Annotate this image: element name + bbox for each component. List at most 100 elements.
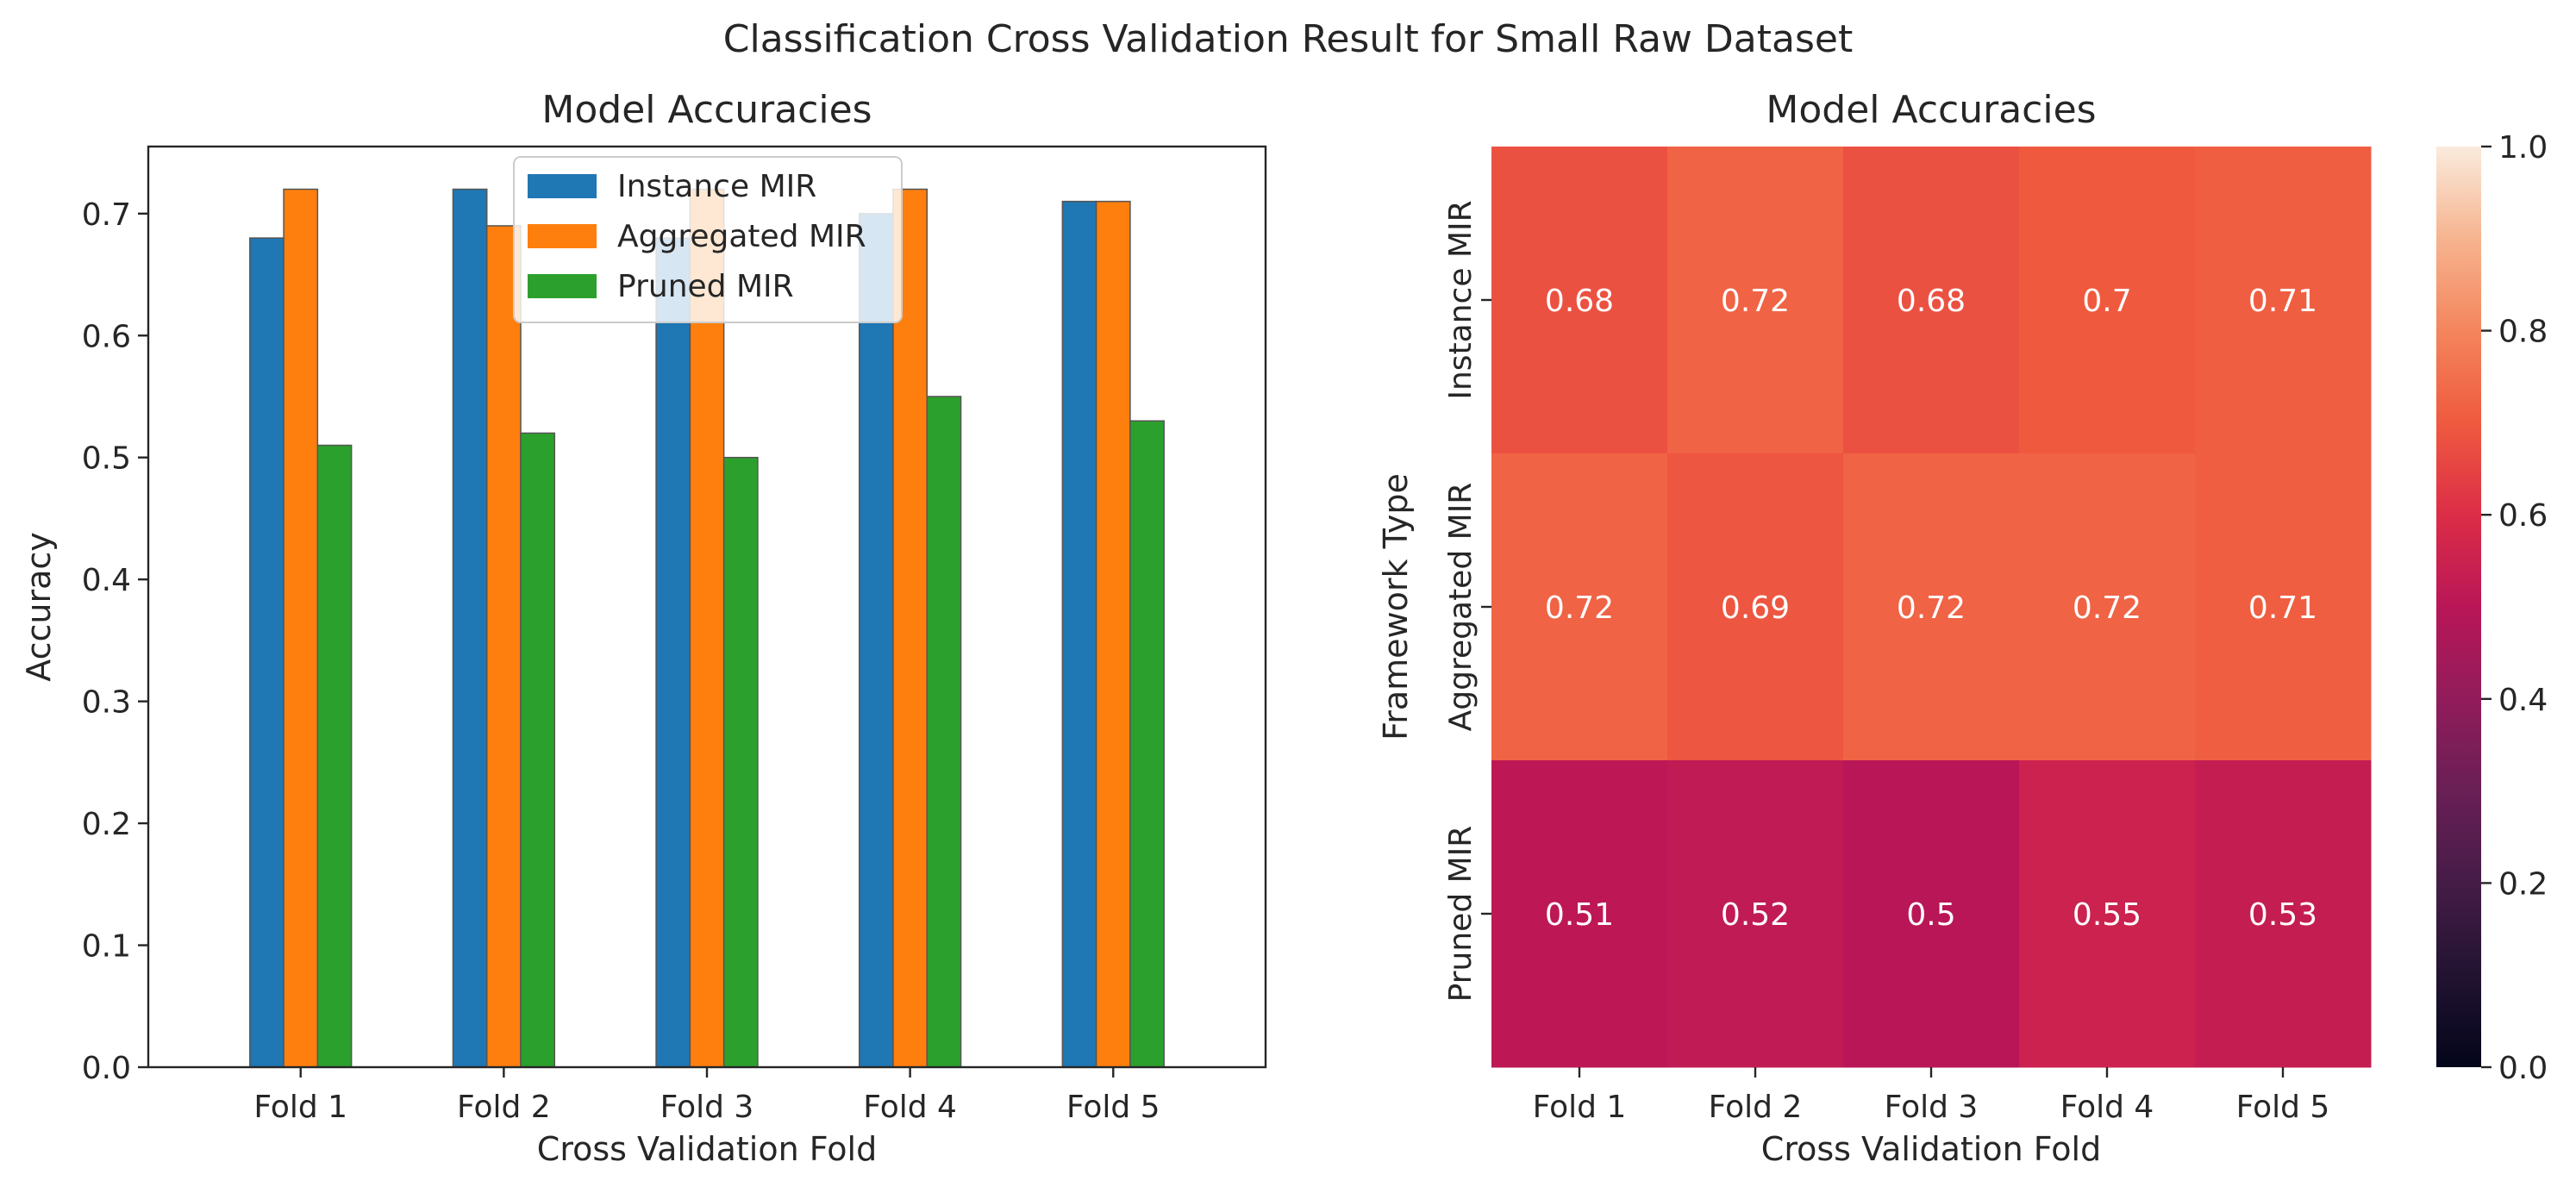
- bar-y-tick-label: 0.1: [82, 929, 131, 965]
- heatmap-cell: [1667, 147, 1844, 454]
- legend-swatch-pruned: [528, 274, 597, 298]
- bar-x-axis-label: Cross Validation Fold: [537, 1130, 877, 1168]
- heatmap-y-tick-label: Instance MIR: [1443, 200, 1479, 399]
- heatmap-cell-label: 0.51: [1545, 897, 1614, 933]
- bar-y-tick-label: 0.5: [82, 441, 131, 477]
- bar-y-axis-ticks: 0.0 0.1 0.2 0.3 0.4 0.5 0.6 0.7: [82, 197, 148, 1086]
- heatmap-y-axis-label: Framework Type: [1377, 473, 1415, 740]
- heatmap-chart: Model Accuracies 0.68 0.72 0.68 0.7 0.71 0.72…: [1377, 88, 2372, 1168]
- bar-chart-frame: [147, 145, 1267, 1069]
- legend-swatch-aggregated: [528, 224, 597, 248]
- bar-y-tick-label: 0.7: [82, 197, 131, 233]
- colorbar-tick-label: 0.8: [2498, 315, 2548, 350]
- colorbar: 0.0 0.2 0.4 0.6 0.8 1.0: [2436, 130, 2548, 1086]
- bar-legend: Instance MIR Aggregated MIR Pruned MIR: [513, 156, 903, 323]
- bar-aggregated-2: [485, 225, 522, 1068]
- heatmap-cell-label: 0.71: [2248, 284, 2317, 319]
- colorbar-tick-label: 0.4: [2498, 683, 2548, 718]
- bar-aggregated-5: [1095, 200, 1131, 1068]
- bar-instance-3: [655, 237, 691, 1068]
- heatmap-cell-label: 0.71: [2248, 590, 2317, 626]
- heatmap-cell: [1843, 760, 2020, 1068]
- heatmap-y-tick-label: Pruned MIR: [1443, 826, 1479, 1003]
- bar-marks: [249, 188, 1165, 1068]
- legend-label-pruned: Pruned MIR: [617, 269, 794, 304]
- heatmap-cell-label: 0.72: [2073, 590, 2141, 626]
- heatmap-cell-label: 0.5: [1906, 897, 1955, 933]
- heatmap-x-tick-label: Fold 4: [2060, 1090, 2154, 1125]
- heatmap-cell-label: 0.68: [1897, 284, 1966, 319]
- heatmap-cell-label: 0.72: [1897, 590, 1966, 626]
- bar-instance-4: [858, 213, 894, 1068]
- heatmap-cell: [2019, 453, 2196, 761]
- heatmap-x-tick-label: Fold 1: [1533, 1090, 1627, 1125]
- heatmap-x-axis-label: Cross Validation Fold: [1761, 1130, 2101, 1168]
- bar-y-tick-label: 0.3: [82, 685, 131, 721]
- heatmap-x-tick-label: Fold 2: [1709, 1090, 1803, 1125]
- heatmap-cells: 0.68 0.72 0.68 0.7 0.71 0.72 0.69 0.72 0.72 0.71 0…: [1491, 147, 2372, 1068]
- heatmap-cell: [1843, 147, 2020, 454]
- bar-instance-2: [452, 188, 488, 1068]
- bar-aggregated-1: [283, 188, 319, 1068]
- heatmap-cell-label: 0.55: [2073, 897, 2141, 933]
- bar-instance-1: [249, 237, 284, 1068]
- bar-chart: Model Accuracies 0.00.10.20.30.40.50.60.…: [20, 88, 1267, 1168]
- heatmap-cell: [1491, 147, 1668, 454]
- heatmap-y-tick-label: Aggregated MIR: [1443, 483, 1479, 732]
- heatmap-cell: [2195, 147, 2372, 454]
- bar-y-tick-label: 0.4: [82, 563, 131, 598]
- heatmap-x-tick-label: Fold 5: [2236, 1090, 2330, 1125]
- heatmap-cell: [1491, 453, 1668, 761]
- bar-y-tick-label: 0.6: [82, 319, 131, 354]
- colorbar-tick-label: 0.0: [2498, 1051, 2548, 1086]
- legend-label-instance: Instance MIR: [617, 169, 816, 204]
- colorbar-tick-label: 1.0: [2498, 130, 2548, 166]
- legend-box: [513, 156, 903, 323]
- legend-label-aggregated: Aggregated MIR: [617, 219, 866, 254]
- bar-x-tick-label: Fold 1: [253, 1090, 347, 1125]
- heatmap-cell: [1843, 453, 2020, 761]
- bar-chart-title: Model Accuracies: [541, 88, 872, 132]
- colorbar-ticks: 0.0 0.2 0.4 0.6 0.8 1.0: [2481, 130, 2548, 1086]
- heatmap-cell: [2019, 147, 2196, 454]
- heatmap-cell-label: 0.7: [2082, 284, 2131, 319]
- bar-y-tick-label: 0.2: [82, 807, 131, 842]
- bar-pruned-1: [316, 444, 353, 1068]
- bar-x-tick-label: Fold 3: [660, 1090, 754, 1125]
- bar-x-tick-label: Fold 4: [863, 1090, 957, 1125]
- colorbar-tick-label: 0.2: [2498, 866, 2548, 902]
- bar-instance-5: [1061, 200, 1097, 1068]
- bar-x-tick-label: Fold 2: [457, 1090, 551, 1125]
- heatmap-cell-label: 0.53: [2248, 897, 2317, 933]
- bar-y-axis-label: Accuracy: [20, 532, 58, 682]
- bar-pruned-3: [722, 456, 759, 1068]
- bar-x-tick-label: Fold 5: [1066, 1090, 1160, 1125]
- colorbar-gradient: [2436, 147, 2481, 1067]
- heatmap-cell: [1491, 760, 1668, 1068]
- heatmap-x-axis-ticks: Fold 1 Fold 2 Fold 3 Fold 4 Fold 5: [1533, 1067, 2330, 1125]
- bar-x-axis-ticks: Fold 1 Fold 2 Fold 3 Fold 4 Fold 5: [253, 1067, 1160, 1125]
- heatmap-cell: [2195, 760, 2372, 1068]
- heatmap-title: Model Accuracies: [1766, 88, 2096, 132]
- legend-swatch-instance: [528, 174, 597, 198]
- figure-suptitle: Classification Cross Validation Result f…: [723, 17, 1853, 61]
- bar-aggregated-3: [689, 188, 725, 1068]
- heatmap-x-tick-label: Fold 3: [1885, 1090, 1979, 1125]
- colorbar-tick-label: 0.6: [2498, 498, 2548, 534]
- heatmap-cell-label: 0.52: [1721, 897, 1790, 933]
- heatmap-cell-label: 0.72: [1721, 284, 1790, 319]
- heatmap-cell: [1667, 453, 1844, 761]
- heatmap-cell: [2019, 760, 2196, 1068]
- heatmap-cell-label: 0.72: [1545, 590, 1614, 626]
- bar-pruned-2: [520, 432, 556, 1068]
- heatmap-cell: [2195, 453, 2372, 761]
- bar-pruned-4: [926, 396, 962, 1068]
- bar-pruned-5: [1129, 420, 1165, 1068]
- heatmap-y-axis-ticks: Instance MIR Aggregated MIR Pruned MIR: [1443, 200, 1491, 1002]
- heatmap-cell: [1667, 760, 1844, 1068]
- bar-y-tick-label: 0.0: [82, 1051, 131, 1086]
- heatmap-cell-label: 0.69: [1721, 590, 1790, 626]
- heatmap-cell-label: 0.68: [1545, 284, 1614, 319]
